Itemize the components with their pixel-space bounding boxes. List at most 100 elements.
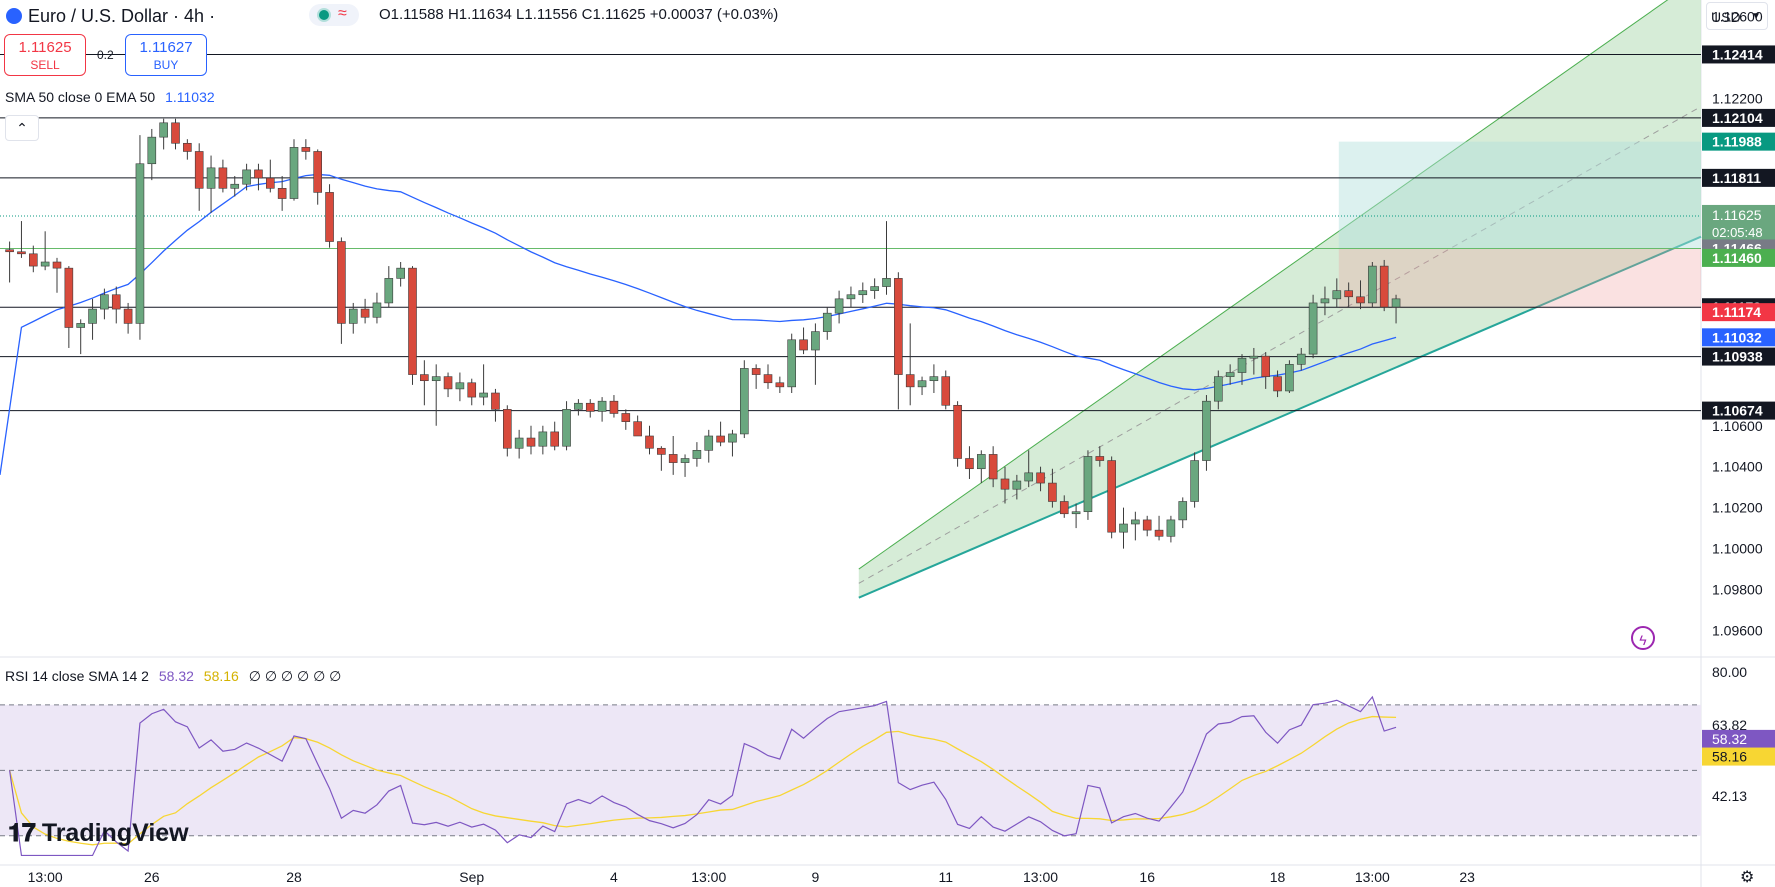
ema-label-bg <box>1702 328 1775 347</box>
candle-body <box>621 413 631 422</box>
level-label-bg <box>1702 347 1775 366</box>
candle-body <box>17 251 26 255</box>
trend-channel[interactable] <box>858 0 1702 599</box>
eurusd-flag-icon <box>6 8 22 24</box>
candle-body <box>1214 376 1223 402</box>
rsi-legend[interactable]: RSI 14 close SMA 14 2 58.32 58.16 ∅ ∅ ∅ … <box>5 668 341 685</box>
candle-body <box>218 167 228 189</box>
time-tick-label: Sep <box>459 869 484 885</box>
candle-body <box>846 294 856 300</box>
chevron-down-icon: ▼ <box>1751 11 1761 22</box>
candle-body <box>562 409 571 447</box>
chevron-up-icon: ⌃ <box>16 120 28 136</box>
indicator-legend[interactable]: SMA 50 close 0 EMA 50 1.11032 <box>5 89 215 105</box>
support-resistance-levels[interactable] <box>0 53 1701 412</box>
candle-body <box>929 376 939 382</box>
candle-body <box>1285 364 1294 392</box>
candle-body <box>1237 357 1247 373</box>
candle-body <box>1166 519 1176 537</box>
candle-body <box>277 188 287 199</box>
candle-body <box>751 368 761 375</box>
price-labels: 1.12414 1.12104 1.11988 1.11811 1.11625 02:05… <box>1702 45 1775 766</box>
last-price-bg <box>1702 204 1775 241</box>
candle-body <box>976 454 986 470</box>
rsi-value-label: 58.32 <box>1712 731 1747 747</box>
tv-icon: 𝟏𝟕 <box>8 819 36 847</box>
time-tick-label: 9 <box>812 869 820 885</box>
candle-body <box>135 163 145 324</box>
candle-body <box>408 267 417 375</box>
currency-select[interactable]: USD ▼ <box>1706 2 1768 30</box>
candle-body <box>953 404 962 459</box>
channel-lower-line <box>858 235 1702 599</box>
collapse-legend-button[interactable]: ⌃ <box>5 115 39 141</box>
level-label-bg <box>1702 108 1775 127</box>
candle-body <box>1012 480 1022 490</box>
sell-label: SELL <box>30 58 60 72</box>
candle-body <box>206 167 216 189</box>
candle-body <box>88 308 97 324</box>
wave-icon: ≈ <box>338 5 347 22</box>
candle-body <box>526 437 536 447</box>
level-label: 1.10938 <box>1712 349 1763 365</box>
candle-body <box>538 431 548 447</box>
candle-body <box>787 339 797 388</box>
candle-body <box>811 331 820 351</box>
candle-body <box>123 308 133 324</box>
indicator-name: SMA 50 close 0 EMA 50 <box>5 89 156 105</box>
rsi-tick-label: 42.13 <box>1712 788 1747 804</box>
candle-body <box>775 382 785 388</box>
candle-body <box>514 437 524 449</box>
lightning-icon[interactable]: ϟ <box>1631 626 1655 650</box>
candle-body <box>633 421 642 437</box>
countdown-label: 02:05:48 <box>1712 225 1763 240</box>
symbol-title[interactable]: Euro / U.S. Dollar · 4h · <box>6 6 215 27</box>
price-tick-label: 1.10000 <box>1712 541 1763 557</box>
candle-body <box>834 298 844 314</box>
candle-body <box>1320 298 1330 304</box>
stop-label: 1.11174 <box>1712 304 1761 320</box>
candle-body <box>668 454 678 463</box>
candle-body <box>242 169 251 185</box>
candle-body <box>52 261 62 269</box>
candle-body <box>1296 353 1306 365</box>
candle-body <box>1368 265 1377 304</box>
candle-body <box>799 339 808 351</box>
candle-body <box>657 447 666 455</box>
rsi-value: 58.32 <box>158 668 194 684</box>
candle-body <box>822 312 832 332</box>
time-tick-label: 26 <box>144 869 160 885</box>
tradingview-logo[interactable]: 𝟏𝟕 TradingView <box>8 819 189 848</box>
stop-label-bg <box>1702 303 1775 322</box>
market-status[interactable]: ≈ <box>309 4 359 26</box>
candle-body <box>858 290 868 296</box>
price-tick-label: 1.09600 <box>1712 622 1763 638</box>
candle-body <box>692 450 702 459</box>
rsi-value-label-bg <box>1702 729 1775 748</box>
time-tick-label: 18 <box>1270 869 1286 885</box>
symbol-label: Euro / U.S. Dollar · 4h · <box>28 6 216 26</box>
candle-body <box>1391 298 1401 308</box>
candle-body <box>479 392 488 398</box>
candle-body <box>1225 372 1235 377</box>
time-tick-label: 28 <box>286 869 302 885</box>
ohlc-bar: Euro / U.S. Dollar · 4h · ≈ O1.11588 H1.… <box>0 0 1700 30</box>
sell-button[interactable]: 1.11625 SELL <box>4 34 86 76</box>
spread-value: 0.2 <box>97 48 114 62</box>
candle-body <box>1332 290 1342 300</box>
channel-mid-line <box>858 106 1702 584</box>
buy-button[interactable]: 1.11627 BUY <box>125 34 207 76</box>
candle-body <box>1059 501 1069 515</box>
candle-body <box>289 147 299 199</box>
candle-body <box>1261 355 1270 377</box>
candle-body <box>1273 376 1282 392</box>
candle-body <box>491 392 500 410</box>
rsi-line <box>9 695 1397 857</box>
time-tick-label: 13:00 <box>28 869 63 885</box>
candle-body <box>1095 456 1105 461</box>
settings-gear-icon[interactable]: ⚙ <box>1740 869 1755 886</box>
candle-body <box>1308 302 1318 355</box>
candle-body <box>325 192 334 242</box>
candle-body <box>420 374 429 382</box>
